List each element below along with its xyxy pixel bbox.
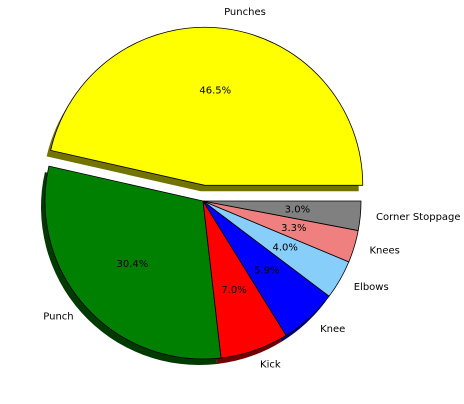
pie-slice-corner-stoppage: [202, 200, 362, 231]
pie-slice-punch: [44, 165, 222, 360]
pct-label-knees: 3.3%: [281, 223, 306, 234]
slice-label-knees: Knees: [369, 246, 399, 257]
slice-label-punch: Punch: [43, 312, 73, 323]
slice-label-elbows: Elbows: [354, 282, 389, 293]
pct-label-elbows: 4.0%: [273, 243, 298, 254]
pct-label-punches: 46.5%: [199, 86, 231, 97]
label-layer: Punches 46.5% Punch 30.4% Kick 7.0% Knee 5.9% El…: [43, 7, 460, 371]
pct-label-punch: 30.4%: [117, 259, 149, 270]
slice-layer: [44, 26, 364, 360]
slice-label-knee: Knee: [320, 324, 345, 335]
pct-label-kick: 7.0%: [221, 285, 246, 296]
slice-label-punches: Punches: [224, 7, 266, 18]
pct-label-knee: 5.9%: [254, 266, 279, 277]
pct-label-corner-stoppage: 3.0%: [285, 204, 310, 215]
slice-label-kick: Kick: [260, 360, 281, 371]
slice-label-corner-stoppage: Corner Stoppage: [376, 212, 461, 223]
pie-slice-punches: [50, 26, 364, 186]
